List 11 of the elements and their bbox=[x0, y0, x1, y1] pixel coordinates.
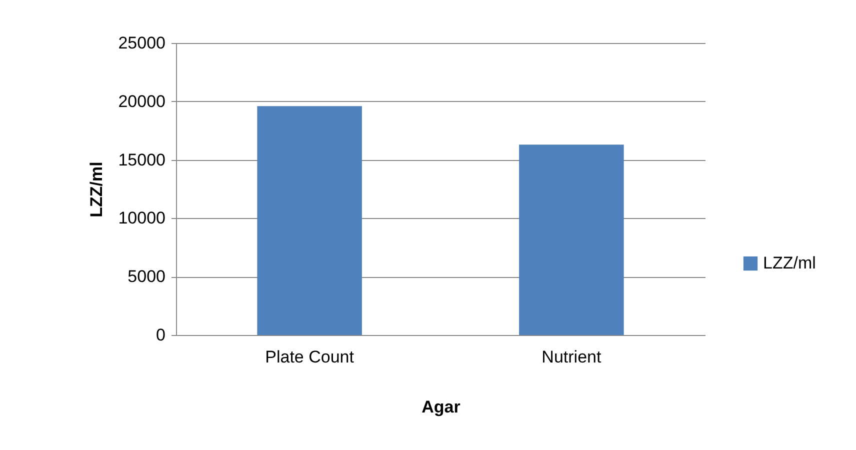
y-tick-label: 25000 bbox=[118, 34, 166, 52]
y-tick-label: 20000 bbox=[118, 92, 166, 111]
y-tick-label: 15000 bbox=[118, 150, 166, 170]
x-tick-label: Nutrient bbox=[542, 348, 602, 366]
y-tick-label: 0 bbox=[156, 326, 166, 344]
x-tick-label: Plate Count bbox=[265, 348, 354, 366]
y-tick-label: 10000 bbox=[118, 208, 166, 228]
y-axis-title: LZZ/ml bbox=[87, 162, 106, 218]
x-axis-title: Agar bbox=[422, 398, 461, 416]
legend-label: LZZ/ml bbox=[763, 254, 816, 272]
y-tick-label: 5000 bbox=[128, 267, 166, 286]
